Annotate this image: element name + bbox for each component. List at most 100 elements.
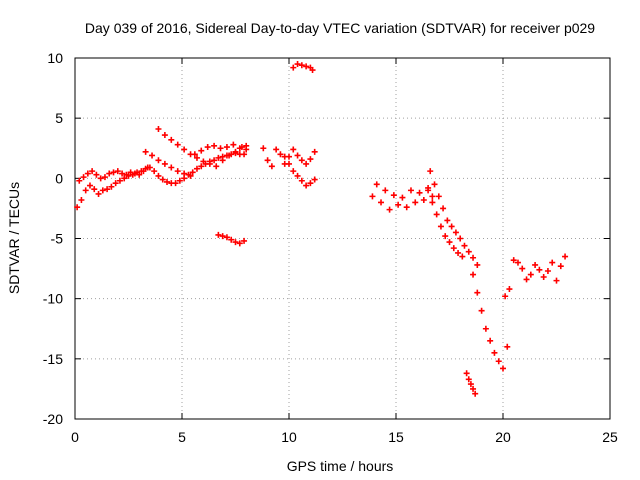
data-point (303, 182, 310, 189)
series-steep-descent-a (427, 168, 481, 268)
data-point (236, 145, 243, 152)
y-tick-label: -15 (43, 351, 63, 367)
data-point (452, 229, 459, 236)
data-point (465, 376, 472, 383)
data-point (311, 176, 318, 183)
data-point (189, 169, 196, 176)
data-point (86, 182, 93, 189)
series-mid-dip (215, 231, 248, 247)
data-point (540, 274, 547, 281)
data-point (510, 257, 517, 264)
data-point (281, 153, 288, 160)
data-point (446, 239, 453, 246)
data-point (181, 146, 188, 153)
data-point (514, 259, 521, 266)
data-point (104, 186, 111, 193)
data-point (407, 187, 414, 194)
data-point (127, 169, 134, 176)
data-point (482, 325, 489, 332)
data-point (142, 148, 149, 155)
y-tick-label: 10 (47, 50, 63, 66)
y-tick-label: -20 (43, 411, 63, 427)
series-plunge (470, 271, 511, 372)
data-point (260, 145, 267, 152)
data-point (395, 201, 402, 208)
data-point (277, 151, 284, 158)
axis-ticks (74, 57, 611, 420)
data-point (174, 168, 181, 175)
y-axis-label: SDTVAR / TECUs (6, 182, 22, 294)
data-point (307, 180, 314, 187)
data-point (504, 343, 511, 350)
x-tick-label: 25 (602, 429, 618, 445)
x-axis-label: GPS time / hours (287, 458, 394, 474)
chart-title: Day 039 of 2016, Sidereal Day-to-day VTE… (85, 20, 595, 36)
data-point (198, 163, 205, 170)
data-point (557, 263, 564, 270)
data-point (219, 157, 226, 164)
data-point (161, 160, 168, 167)
series-plunge-lower (463, 370, 479, 397)
data-point (427, 168, 434, 175)
data-point (298, 62, 305, 69)
data-point (286, 160, 292, 167)
data-point (448, 223, 455, 230)
data-point (303, 160, 310, 167)
data-point (76, 177, 83, 184)
data-point (136, 171, 143, 178)
data-point (399, 194, 406, 201)
data-point (99, 187, 106, 194)
data-point (298, 177, 305, 184)
series-early-band-upper (76, 164, 151, 184)
data-point (491, 349, 498, 356)
data-point (204, 144, 211, 151)
data-point (140, 168, 147, 175)
data-point (164, 178, 171, 185)
data-point (294, 61, 301, 68)
data-point (112, 180, 119, 187)
series-streak-two (142, 148, 194, 179)
data-point (223, 144, 230, 151)
y-tick-label: -5 (51, 231, 64, 247)
data-point (369, 193, 376, 200)
data-point (223, 234, 230, 241)
data-point (89, 168, 96, 175)
data-point (211, 142, 218, 149)
data-point (119, 170, 126, 177)
data-point (437, 223, 444, 230)
data-point (544, 267, 551, 274)
series-hour10-descent (281, 153, 318, 189)
data-point (429, 193, 436, 200)
data-point (80, 174, 87, 181)
data-point (236, 240, 243, 247)
data-point (474, 261, 481, 268)
data-point (151, 168, 158, 175)
data-point (191, 151, 198, 158)
data-point (131, 170, 138, 177)
data-point (307, 156, 314, 163)
data-point (506, 286, 513, 293)
data-point (420, 196, 427, 203)
data-point (553, 277, 560, 284)
data-point (243, 146, 250, 153)
series-recovery (502, 253, 569, 300)
data-point (219, 233, 226, 240)
data-point (461, 242, 468, 249)
y-tick-label: -10 (43, 291, 63, 307)
data-point (450, 245, 457, 252)
data-point (215, 154, 222, 161)
data-point (294, 152, 301, 159)
data-point (472, 390, 479, 397)
data-point (108, 183, 115, 190)
data-point (226, 152, 233, 159)
data-point (211, 157, 218, 164)
data-point (93, 171, 100, 178)
data-point (519, 265, 526, 272)
data-point (440, 205, 447, 212)
data-point (228, 236, 235, 243)
series-hour9-11-band (260, 145, 318, 170)
data-point (168, 136, 175, 143)
data-point (536, 266, 543, 273)
data-point (459, 253, 466, 260)
data-point (502, 293, 509, 300)
